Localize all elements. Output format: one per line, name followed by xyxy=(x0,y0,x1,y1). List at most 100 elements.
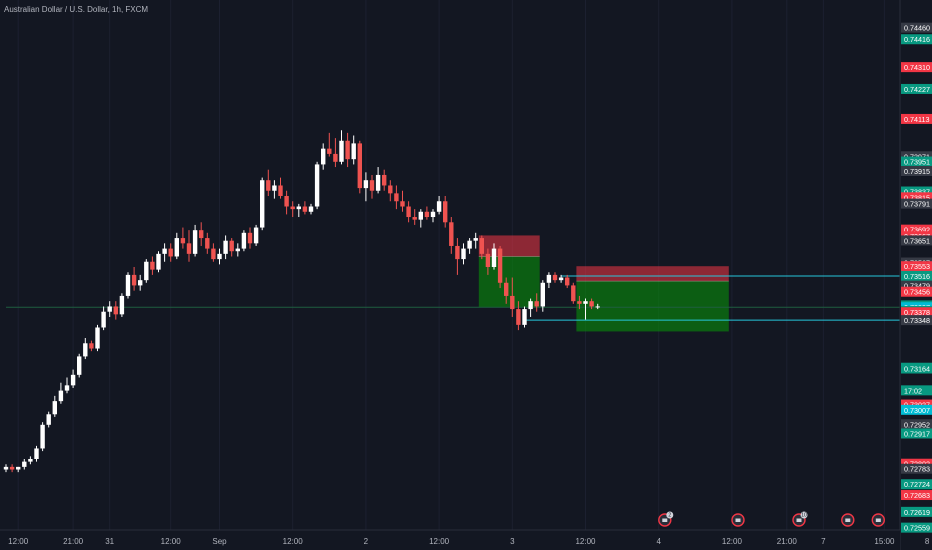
price-label-tag[interactable] xyxy=(901,22,932,33)
candle-body xyxy=(351,143,356,160)
candle-body xyxy=(418,211,423,220)
candle-body xyxy=(497,248,503,283)
candle-body xyxy=(467,240,472,249)
price-label-tag[interactable] xyxy=(901,307,932,318)
event-markers[interactable]: 2 10 xyxy=(658,511,885,527)
price-label-tag[interactable] xyxy=(901,34,932,45)
candle-body xyxy=(388,185,393,194)
candle-body xyxy=(479,238,484,254)
price-label-tag[interactable] xyxy=(901,261,932,272)
candle-body xyxy=(491,248,497,267)
candle-body xyxy=(455,245,460,260)
price-label-tag[interactable] xyxy=(901,363,932,374)
time-label: 12:00 xyxy=(161,537,182,546)
price-label-text: 0.74416 xyxy=(904,35,930,44)
price-label-text: 0.73378 xyxy=(904,308,930,317)
candle-body xyxy=(199,230,204,239)
price-label-tag[interactable] xyxy=(901,463,932,474)
price-label-tag[interactable] xyxy=(901,522,932,533)
candle-body xyxy=(430,211,436,218)
price-label-tag[interactable] xyxy=(901,186,932,197)
price-label-text: 0.73815 xyxy=(904,193,930,202)
candle-body xyxy=(302,206,308,212)
price-label-text: 0.73007 xyxy=(904,406,930,415)
price-label-tag[interactable] xyxy=(901,315,932,326)
candle-body xyxy=(290,206,295,210)
candle-body xyxy=(540,282,545,307)
price-label-tag[interactable] xyxy=(901,151,932,162)
candle-body xyxy=(3,466,9,470)
candle-body xyxy=(314,164,320,207)
price-label-tag[interactable] xyxy=(901,280,932,291)
price-label-tag[interactable] xyxy=(901,286,932,297)
candle-body xyxy=(424,211,430,218)
price-label-tag[interactable] xyxy=(901,479,932,490)
price-label-text: 0.73791 xyxy=(904,200,930,209)
candle-body xyxy=(229,240,234,252)
candle-body xyxy=(546,274,552,283)
candle-body xyxy=(162,248,167,254)
time-label: 4 xyxy=(656,537,661,546)
price-label-tag[interactable] xyxy=(901,192,932,203)
candle-body xyxy=(583,301,588,304)
candle-body xyxy=(382,174,387,186)
candle-body xyxy=(52,401,57,415)
price-label-text: 0.72619 xyxy=(904,508,930,517)
horizontal-lines[interactable] xyxy=(6,275,900,321)
time-label: 12:00 xyxy=(283,537,304,546)
candle-body xyxy=(339,140,344,162)
position-reward-zone[interactable] xyxy=(576,281,729,332)
price-label-tag[interactable] xyxy=(901,419,932,430)
position-tools[interactable] xyxy=(478,235,729,332)
price-label-text: 0.74460 xyxy=(904,24,930,33)
price-label-text: 0.72559 xyxy=(904,524,930,533)
price-label-tag[interactable] xyxy=(901,490,932,501)
price-label-tag[interactable] xyxy=(901,113,932,124)
price-label-tag[interactable] xyxy=(901,404,932,415)
position-risk-zone[interactable] xyxy=(576,266,729,282)
price-label-tag[interactable] xyxy=(901,235,932,246)
time-label: 3 xyxy=(510,537,515,546)
time-label: 7 xyxy=(821,537,826,546)
candle-body xyxy=(247,232,253,244)
price-label-text: 0.73692 xyxy=(904,226,930,235)
price-label-tag[interactable] xyxy=(901,198,932,209)
price-label-text: 0.73164 xyxy=(904,365,930,374)
price-label-tag[interactable] xyxy=(901,399,932,410)
price-axis[interactable]: 0.74460 0.74416 0.74310 0.74227 0.74113 0.739… xyxy=(899,0,932,550)
price-label-tag[interactable] xyxy=(901,270,932,281)
price-label-tag[interactable] xyxy=(901,62,932,73)
candle-body xyxy=(107,306,112,312)
price-label-tag[interactable] xyxy=(901,166,932,177)
price-label-text: 0.72952 xyxy=(904,420,930,429)
price-label-tag[interactable] xyxy=(901,156,932,167)
candle-body xyxy=(205,238,210,249)
price-label-text: 0.73553 xyxy=(904,262,930,271)
flag-icon xyxy=(735,518,741,522)
candle-body xyxy=(9,466,15,470)
price-label-tag[interactable] xyxy=(901,506,932,517)
time-axis[interactable]: 12:00 21:00 31 12:00 Sep 12:00 2 12:00 3 12:00 4 12… xyxy=(0,529,930,550)
candle-body xyxy=(284,195,289,207)
grid xyxy=(17,0,928,530)
candle-body xyxy=(565,277,570,286)
candle-body xyxy=(119,295,125,315)
candle-body xyxy=(28,458,33,462)
candle-body xyxy=(333,153,338,162)
price-label-tag[interactable] xyxy=(901,83,932,94)
candle-body xyxy=(461,248,466,260)
candle-body xyxy=(345,140,350,160)
flag-icon xyxy=(845,518,851,522)
candle-body xyxy=(40,424,45,449)
candle-body xyxy=(394,193,399,202)
candle-body xyxy=(571,285,576,302)
candles xyxy=(3,130,600,473)
price-label-tag[interactable] xyxy=(901,224,932,235)
price-label-text: 0.72917 xyxy=(904,429,930,438)
price-label-tag[interactable] xyxy=(901,385,932,396)
candle-body xyxy=(16,466,21,470)
price-label-tag[interactable] xyxy=(901,428,932,439)
price-label-text: 0.73516 xyxy=(904,272,930,281)
time-label: 12:00 xyxy=(575,537,596,546)
